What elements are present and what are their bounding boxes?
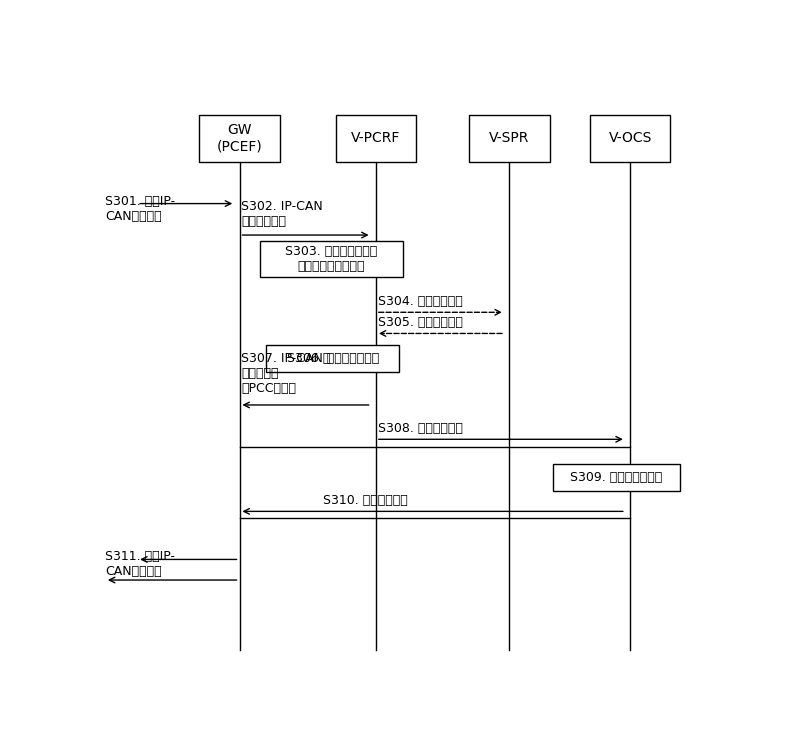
- Bar: [336, 115, 416, 162]
- Text: S304. 签约数据请求: S304. 签约数据请求: [378, 295, 462, 308]
- Text: S301. 建立IP-
CAN会话请求: S301. 建立IP- CAN会话请求: [105, 195, 175, 223]
- Bar: [266, 345, 399, 372]
- Text: S311. 建立IP-
CAN会话响应: S311. 建立IP- CAN会话响应: [105, 550, 175, 578]
- Text: S302. IP-CAN
会话建立指示: S302. IP-CAN 会话建立指示: [242, 200, 323, 227]
- Bar: [469, 115, 550, 162]
- Text: S310. 信用控制响应: S310. 信用控制响应: [323, 494, 408, 507]
- Bar: [590, 115, 670, 162]
- Text: S309. 拜访地信用决策: S309. 拜访地信用决策: [570, 471, 662, 484]
- Text: V-SPR: V-SPR: [489, 132, 530, 146]
- Bar: [553, 464, 680, 491]
- Text: S305. 签约数据响应: S305. 签约数据响应: [378, 317, 462, 329]
- Text: V-PCRF: V-PCRF: [351, 132, 401, 146]
- Text: S306. 拜访地策略决策: S306. 拜访地策略决策: [286, 352, 379, 366]
- Bar: [260, 241, 402, 277]
- Text: V-OCS: V-OCS: [609, 132, 652, 146]
- Text: S303. 判断使用归属地
签约还是拜访地签约: S303. 判断使用归属地 签约还是拜访地签约: [285, 245, 378, 273]
- Text: GW
(PCEF): GW (PCEF): [217, 123, 262, 154]
- Text: S307. IP-CAN会
话建立确认
（PCC规则）: S307. IP-CAN会 话建立确认 （PCC规则）: [242, 352, 330, 395]
- Text: S308. 信用控制请求: S308. 信用控制请求: [378, 422, 462, 435]
- Bar: [199, 115, 280, 162]
